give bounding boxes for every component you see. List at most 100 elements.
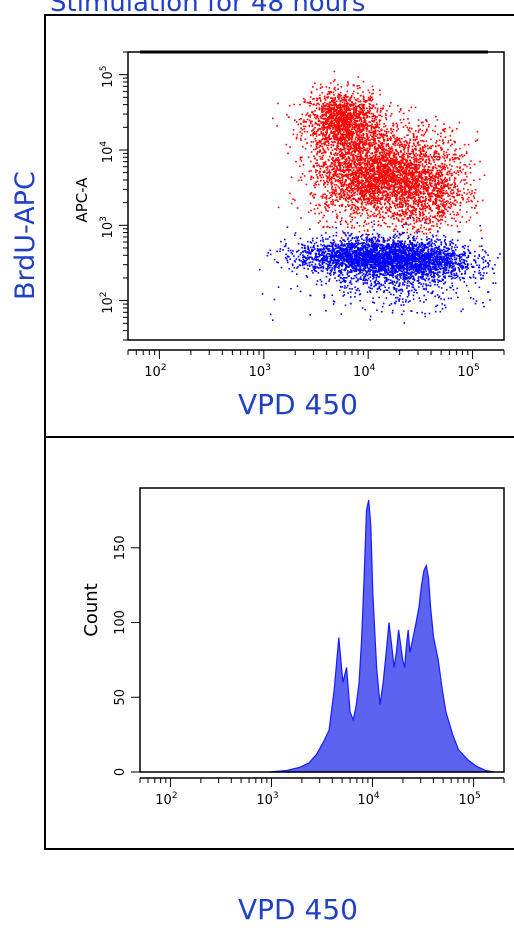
scatter-point [422,158,424,160]
scatter-point [377,147,380,150]
scatter-point [407,197,409,199]
scatter-point [392,181,395,184]
scatter-point [363,125,366,128]
scatter-point [315,107,318,109]
scatter-point [318,124,321,127]
scatter-point [451,174,454,176]
scatter-point [335,148,337,150]
scatter-point [468,196,470,199]
scatter-point [321,143,323,145]
scatter-point [329,138,331,140]
scatter-point [333,240,336,243]
scatter-point [376,189,379,192]
scatter-point [465,151,468,153]
scatter-point [362,95,365,97]
scatter-point [352,116,354,118]
scatter-point [304,125,307,128]
scatter-point [375,215,377,218]
scatter-point [385,180,387,182]
scatter-point [436,223,438,225]
scatter-point [393,184,396,186]
scatter-point [384,164,387,167]
scatter-point [315,171,317,173]
scatter-point [376,147,379,149]
scatter-point [398,196,401,198]
scatter-point [422,214,424,217]
scatter-point [435,183,437,186]
scatter-point [357,201,359,204]
scatter-point [403,149,405,151]
scatter-point [401,145,403,147]
scatter-point [333,164,335,166]
scatter-point [384,160,387,162]
scatter-point [418,218,421,220]
scatter-point [383,156,385,159]
scatter-point [399,108,402,110]
scatter-point [422,193,425,195]
scatter-point [406,168,409,170]
scatter-point [379,159,381,162]
scatter-point [312,165,314,168]
scatter-point [313,98,315,100]
scatter-point [417,228,420,230]
scatter-point [353,114,356,116]
scatter-point [353,166,355,169]
scatter-point [348,136,351,138]
scatter-point [336,134,338,137]
scatter-point [348,149,351,151]
scatter-point [331,125,334,127]
scatter-point [381,163,384,166]
scatter-point [344,188,347,191]
scatter-point [347,155,350,158]
scatter-point [323,141,326,144]
scatter-point [341,176,343,179]
scatter-point [351,128,354,130]
scatter-point [354,151,356,154]
scatter-point [425,233,428,235]
scatter-point [444,168,446,171]
scatter-point [377,189,380,192]
scatter-point [332,103,335,106]
scatter-point [322,133,325,136]
scatter-point [363,194,365,197]
scatter-point [367,182,370,184]
scatter-point [388,188,390,191]
scatter-point [351,119,353,122]
scatter-point [334,102,336,104]
scatter-point [337,113,340,116]
scatter-point [351,176,354,179]
scatter-point [319,94,321,97]
scatter-point [418,154,421,157]
scatter-point [436,196,438,199]
scatter-point [461,216,464,218]
scatter-point [369,215,372,217]
scatter-point [410,212,412,214]
scatter-point [451,192,454,195]
scatter-point [397,128,399,130]
scatter-point [309,102,311,105]
scatter-point [382,159,384,162]
scatter-point [339,153,341,156]
scatter-point [449,187,452,189]
scatter-point [409,187,412,190]
scatter-point [355,167,357,169]
scatter-point [342,135,344,137]
scatter-point [462,168,464,171]
scatter-point [347,113,349,116]
scatter-point [434,174,437,177]
scatter-point [414,138,416,141]
scatter-point [392,177,395,179]
scatter-point [393,173,396,175]
scatter-point [421,230,424,233]
scatter-point [365,154,368,156]
scatter-point [310,209,312,212]
scatter-point [324,104,327,106]
scatter-point [337,88,339,90]
scatter-point [410,206,413,209]
scatter-point [425,163,428,166]
scatter-point [368,234,370,236]
scatter-point [348,137,351,139]
scatter-point [300,217,302,219]
scatter-point [451,157,454,159]
scatter-point [362,192,364,195]
